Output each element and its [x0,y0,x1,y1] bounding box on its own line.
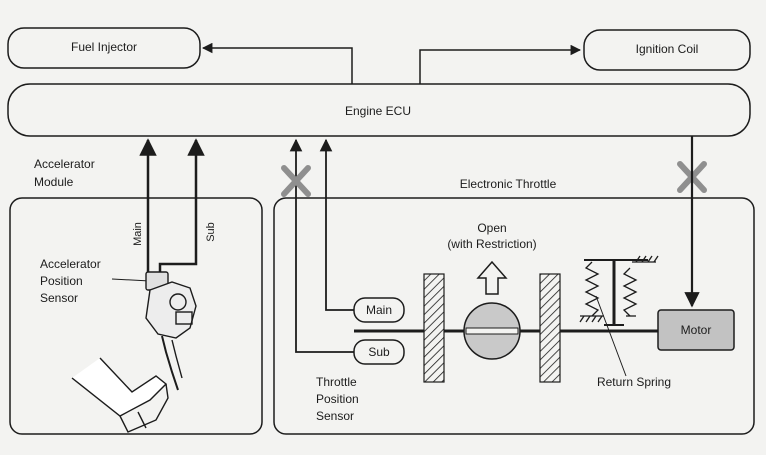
electronic-throttle-title: Electronic Throttle [460,177,557,191]
electronic-throttle-box [273,197,755,435]
accelerator-sensor-leader [111,278,151,282]
accelerator-sub-signal-line [158,138,205,274]
accelerator-module-label-line2: Module [34,175,74,189]
accelerator-module-box [9,197,263,435]
tps-main-box [353,297,405,323]
motor-box [657,309,735,351]
tps-main-label: Main [366,303,392,317]
cross-icon [281,165,311,197]
tps-main-signal-line [319,138,354,311]
motor-label: Motor [681,323,712,337]
ecu-to-fuel-injector-arrow [201,42,353,84]
tps-sub-signal-line [289,138,354,353]
ignition-coil-label: Ignition Coil [636,42,699,56]
accelerator-pedal-icon [71,271,197,433]
open-arrow-icon [476,260,508,295]
tps-label-line3: Sensor [316,409,354,423]
fuel-injector-label: Fuel Injector [71,40,137,54]
tps-sub-box [353,339,405,365]
ecu-to-ignition-coil-arrow [419,44,582,84]
open-label-line1: Open [477,221,506,235]
tps-label-line2: Position [316,392,359,406]
hatched-wall-icon [539,273,561,383]
tps-sub-label: Sub [368,345,390,359]
return-spring-leader [595,295,627,377]
engine-ecu-label: Engine ECU [345,104,411,118]
accelerator-sub-label: Sub [205,222,217,242]
accelerator-sensor-label-line2: Position [40,274,83,288]
hatched-wall-icon [423,273,445,383]
engine-ecu-box [7,83,751,137]
accelerator-sensor-label-line3: Sensor [40,291,78,305]
return-spring-label: Return Spring [597,375,671,389]
ignition-coil-box [583,29,751,71]
open-label-line2: (with Restriction) [447,237,536,251]
accelerator-main-label: Main [132,222,144,246]
fuel-injector-box [7,27,201,69]
spring-icon [579,255,659,326]
throttle-valve-plate [465,327,519,335]
accelerator-sensor-label-line1: Accelerator [40,257,101,271]
accelerator-module-label-line1: Accelerator [34,157,95,171]
tps-label-line1: Throttle [316,375,357,389]
